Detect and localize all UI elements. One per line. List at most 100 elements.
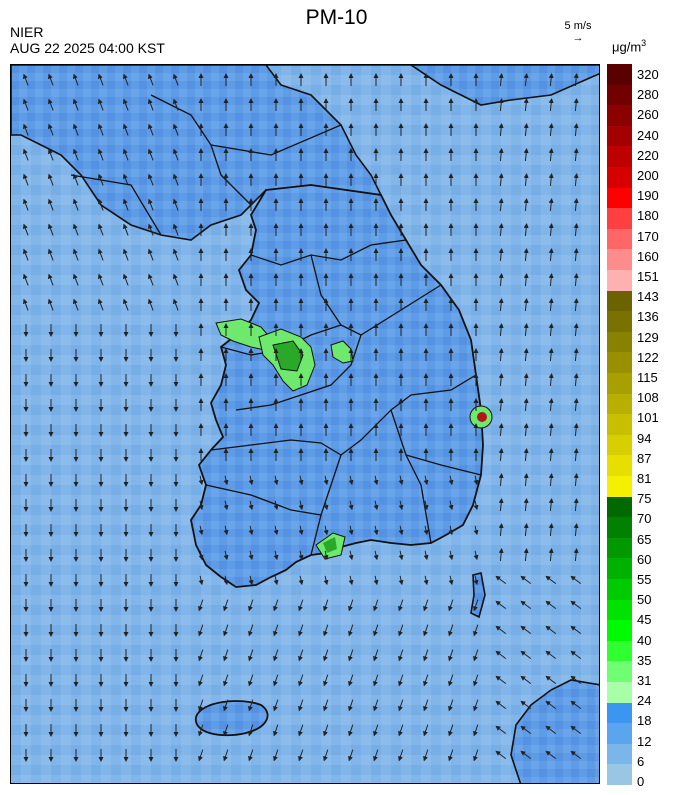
wind-arrow [573,298,579,312]
wind-arrow [223,749,229,762]
wind-arrow [73,98,79,111]
wind-arrow [123,298,129,311]
wind-arrow [298,699,304,712]
wind-arrow [273,724,279,737]
wind-arrow [545,575,557,584]
wind-arrow [498,373,504,387]
wind-arrow [98,248,104,261]
wind-arrow [123,198,129,211]
wind-arrow [520,650,532,659]
wind-arrow [323,699,329,712]
wind-arrow [273,599,279,612]
wind-arrow [323,724,329,737]
wind-arrow [223,649,229,662]
wind-arrow [473,624,479,637]
colorbar-tick-label: 200 [637,168,659,183]
wind-arrow [495,750,507,759]
wind-arrow [298,550,304,561]
wind-arrow [498,198,504,212]
wind-arrow [398,749,404,762]
wind-arrow [173,248,179,261]
wind-arrow [248,724,254,737]
wind-arrow [223,699,229,712]
colorbar-segment [607,620,632,642]
wind-arrow [98,198,104,211]
wind-arrow [148,98,154,111]
colorbar-tick-label: 87 [637,450,652,466]
wind-arrow [448,500,454,511]
wind-arrow [298,500,304,511]
wind-arrow [273,550,279,561]
wind-arrow [123,98,129,111]
wind-arrow [148,273,154,286]
wind-arrow [123,148,129,161]
wind-arrow [123,173,129,186]
wind-arrow [373,624,379,637]
wind-arrow [198,500,204,511]
wind-arrow [448,550,454,561]
wind-arrow [498,398,504,412]
wind-arrow [498,423,504,437]
wind-arrow [423,624,429,637]
wind-arrow [523,173,529,187]
wind-arrow [273,475,279,486]
wind-arrow [545,600,557,609]
wind-arrow [323,674,329,687]
wind-arrow [423,475,429,486]
wind-arrow [448,624,454,637]
colorbar-labels: 320 280 260 240 220 200 190 180 170 160 151 143 136 1… [637,64,673,789]
wind-arrow [98,123,104,136]
colorbar-tick-label: 35 [637,652,652,668]
wind-arrow [448,699,454,712]
wind-arrow [73,248,79,261]
colorbar-tick-label: 50 [637,592,652,608]
colorbar-tick-label: 0 [637,774,645,789]
colorbar-tick-label: 40 [637,632,652,648]
wind-arrow [523,348,529,362]
colorbar-segment [607,146,632,168]
wind-arrow [548,473,554,487]
wind-arrow [520,625,532,634]
wind-arrow [523,423,529,437]
wind-arrow [373,749,379,762]
wind-arrow [298,649,304,662]
wind-arrow [548,123,554,137]
colorbar-tick-label: 160 [637,248,659,264]
wind-arrow [448,724,454,737]
colorbar-tick-label: 320 [637,67,659,82]
wind-arrow [373,550,379,561]
wind-arrow [548,348,554,362]
wind-arrow [473,649,479,662]
wind-arrow [523,73,529,87]
wind-arrow [373,649,379,662]
wind-arrow [495,625,507,634]
wind-arrow [398,475,404,486]
colorbar-segment [607,640,632,662]
colorbar-segment [607,455,632,477]
wind-arrow [398,575,404,586]
wind-arrow [198,699,204,712]
unit-base: μg/m [612,39,642,55]
wind-arrow [373,575,379,586]
colorbar-segment [607,208,632,230]
wind-arrow [23,298,29,311]
wind-arrow [523,248,529,262]
wind-arrow [473,599,479,612]
wind-arrow [448,575,454,586]
wind-arrow [373,674,379,687]
wind-arrow [548,398,554,412]
colorbar-tick-label: 55 [637,572,652,587]
wind-arrow [248,575,254,586]
wind-arrow [348,749,354,762]
colorbar-segment [607,517,632,539]
wind-arrow [273,649,279,662]
wind-reference-label: 5 m/s [564,20,592,32]
wind-arrow [273,500,279,511]
wind-arrow [123,223,129,236]
wind-arrow [198,575,204,586]
wind-arrow [148,198,154,211]
wind-arrow [73,298,79,311]
wind-arrow [248,749,254,762]
wind-arrow [223,674,229,687]
wind-arrow [273,575,279,586]
